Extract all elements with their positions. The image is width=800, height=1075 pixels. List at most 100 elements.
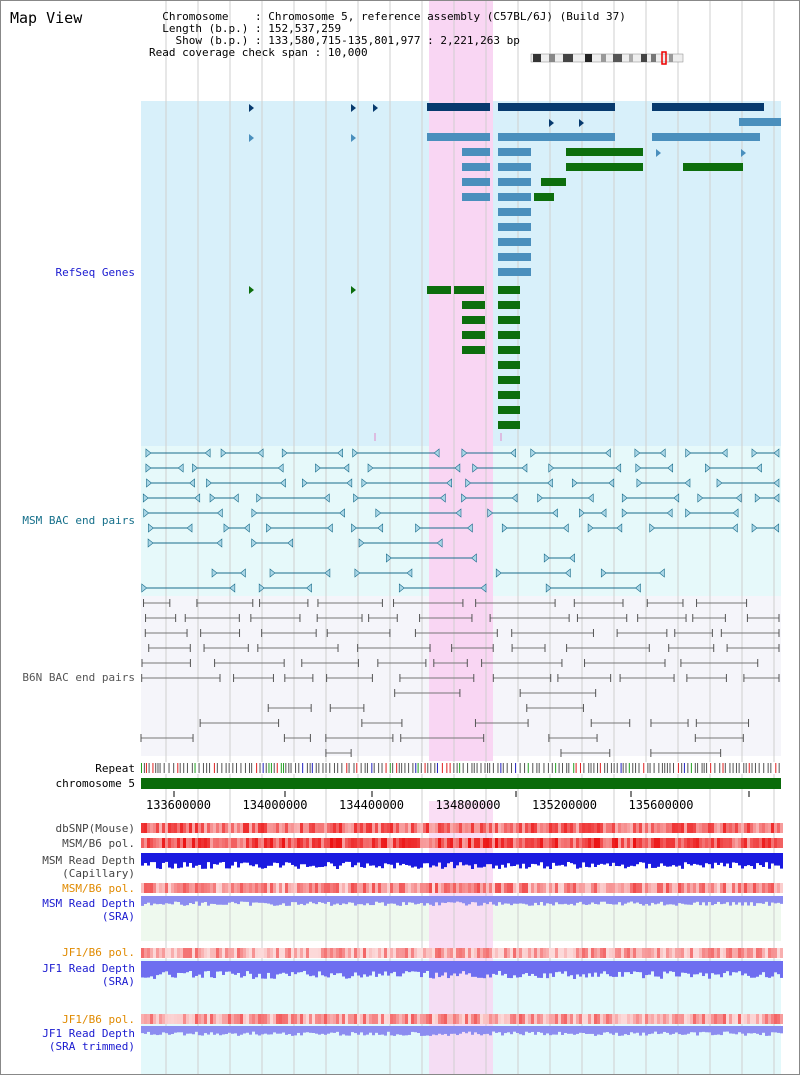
gene-feature	[498, 268, 531, 276]
depth-bar	[231, 896, 234, 902]
repeat-element	[467, 763, 469, 773]
axis-tick-label: 135600000	[628, 798, 694, 812]
heatmap-cell	[183, 883, 186, 893]
msm-bac-end	[206, 478, 212, 488]
depth-bar	[735, 961, 738, 973]
depth-bar	[210, 1026, 213, 1033]
heatmap-cell	[600, 823, 603, 833]
depth-bar	[654, 961, 657, 977]
heatmap-cell	[567, 1014, 570, 1024]
depth-bar	[450, 853, 453, 862]
heatmap-cell	[270, 948, 273, 958]
depth-bar	[363, 853, 366, 868]
depth-bar	[342, 853, 345, 864]
heatmap-cell	[171, 1014, 174, 1024]
msm-bac-end	[537, 493, 544, 503]
repeat-element	[543, 763, 545, 773]
heatmap-cell	[231, 838, 234, 848]
track-label-msm-bac[interactable]: MSM BAC end pairs	[22, 514, 135, 527]
heatmap-cell	[444, 838, 447, 848]
heatmap-cell	[381, 948, 384, 958]
msm-bac-end	[564, 568, 571, 578]
repeat-element	[341, 763, 343, 773]
repeat-element	[302, 763, 304, 773]
heatmap-cell	[153, 883, 156, 893]
repeat-element	[754, 763, 756, 773]
repeat-element	[209, 763, 211, 773]
depth-bar	[567, 961, 570, 977]
depth-bar	[585, 961, 588, 978]
ideogram-band	[651, 54, 656, 62]
depth-bar	[321, 1026, 324, 1034]
gene-feature	[498, 148, 531, 156]
heatmap-cell	[567, 823, 570, 833]
heatmap-cell	[147, 823, 150, 833]
repeat-element	[597, 763, 599, 773]
heatmap-cell	[321, 1014, 324, 1024]
msm-bac-end	[600, 508, 607, 518]
depth-bar	[315, 961, 318, 978]
heatmap-cell	[351, 948, 354, 958]
heatmap-cell	[708, 883, 711, 893]
heatmap-cell	[384, 823, 387, 833]
depth-bar	[591, 961, 594, 977]
gene-feature	[498, 208, 531, 216]
heatmap-cell	[411, 1014, 414, 1024]
gene-feature	[498, 361, 520, 369]
repeat-element	[322, 763, 324, 773]
msm-bac-end	[773, 493, 780, 503]
repeat-element	[441, 763, 443, 773]
repeat-element	[163, 763, 165, 773]
heatmap-cell	[198, 948, 201, 958]
repeat-element	[647, 763, 649, 773]
heatmap-cell	[150, 823, 153, 833]
depth-bar	[735, 853, 738, 863]
track-label-msm-depth-sra: MSM Read Depth (SRA)	[1, 897, 135, 923]
depth-bar	[225, 1026, 228, 1035]
msm-bac-end	[398, 583, 405, 593]
msm-bac-end	[548, 463, 555, 473]
depth-bar	[354, 896, 357, 906]
heatmap-cell	[318, 883, 321, 893]
heatmap-cell	[336, 1014, 339, 1024]
depth-bar	[531, 896, 534, 906]
msm-bac-end	[386, 553, 392, 563]
heatmap-cell	[384, 948, 387, 958]
depth-bar	[684, 896, 687, 905]
depth-bar	[618, 961, 621, 972]
heatmap-cell	[537, 1014, 540, 1024]
repeat-element	[236, 763, 238, 773]
heatmap-cell	[750, 883, 753, 893]
repeat-element	[436, 763, 438, 773]
heatmap-cell	[420, 823, 423, 833]
heatmap-cell	[195, 948, 198, 958]
heatmap-cell	[702, 823, 705, 833]
heatmap-cell	[699, 948, 702, 958]
heatmap-cell	[576, 883, 579, 893]
heatmap-cell	[570, 948, 573, 958]
depth-bar	[408, 853, 411, 866]
depth-bar	[678, 1026, 681, 1035]
repeat-element	[398, 763, 400, 773]
heatmap-cell	[282, 1014, 285, 1024]
depth-bar	[309, 896, 312, 902]
heatmap-cell	[483, 1014, 486, 1024]
depth-bar	[477, 1026, 480, 1035]
depth-bar	[477, 853, 480, 868]
track-label-refseq[interactable]: RefSeq Genes	[55, 266, 135, 279]
heatmap-cell	[669, 838, 672, 848]
heatmap-cell	[723, 1014, 726, 1024]
heatmap-cell	[465, 838, 468, 848]
heatmap-cell	[147, 883, 150, 893]
track-label-b6n-bac[interactable]: B6N BAC end pairs	[22, 671, 135, 684]
heatmap-cell	[210, 838, 213, 848]
heatmap-cell	[756, 883, 759, 893]
heatmap-cell	[303, 823, 306, 833]
heatmap-cell	[612, 948, 615, 958]
heatmap-cell	[549, 838, 552, 848]
heatmap-cell	[210, 948, 213, 958]
heatmap-cell	[417, 883, 420, 893]
heatmap-cell	[678, 1014, 681, 1024]
depth-bar	[420, 896, 423, 904]
